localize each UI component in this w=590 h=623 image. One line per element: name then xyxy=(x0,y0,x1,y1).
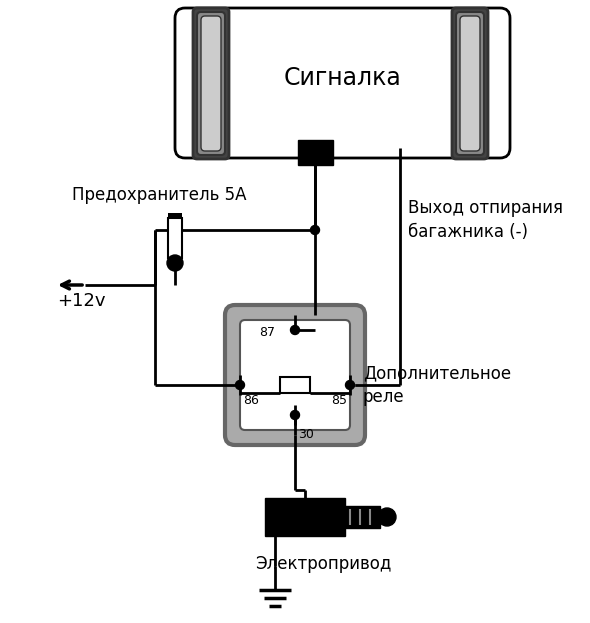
Text: 87: 87 xyxy=(259,325,275,338)
FancyBboxPatch shape xyxy=(175,8,510,158)
FancyBboxPatch shape xyxy=(460,16,480,151)
Bar xyxy=(265,498,345,536)
Bar xyxy=(345,506,380,528)
Text: Сигналка: Сигналка xyxy=(284,66,401,90)
FancyBboxPatch shape xyxy=(201,16,221,151)
Text: Электропривод: Электропривод xyxy=(255,555,391,573)
Text: Выход отпирания
багажника (-): Выход отпирания багажника (-) xyxy=(408,199,563,241)
Bar xyxy=(168,213,182,218)
Text: 86: 86 xyxy=(243,394,259,407)
FancyBboxPatch shape xyxy=(193,8,229,159)
Bar xyxy=(168,258,182,263)
Bar xyxy=(280,377,310,393)
FancyBboxPatch shape xyxy=(197,12,225,155)
FancyBboxPatch shape xyxy=(452,8,488,159)
FancyBboxPatch shape xyxy=(240,320,350,430)
Circle shape xyxy=(310,226,320,234)
Text: Дополнительное
реле: Дополнительное реле xyxy=(363,364,511,406)
Text: 30: 30 xyxy=(298,429,314,442)
Circle shape xyxy=(346,381,355,389)
Text: Предохранитель 5А: Предохранитель 5А xyxy=(72,186,247,204)
Circle shape xyxy=(290,411,300,419)
Circle shape xyxy=(167,255,183,271)
Bar xyxy=(168,218,182,258)
Bar xyxy=(298,140,333,165)
Text: +12v: +12v xyxy=(57,292,106,310)
Circle shape xyxy=(290,325,300,335)
Text: 85: 85 xyxy=(331,394,347,407)
Circle shape xyxy=(378,508,396,526)
Circle shape xyxy=(235,381,244,389)
FancyBboxPatch shape xyxy=(225,305,365,445)
FancyBboxPatch shape xyxy=(456,12,484,155)
